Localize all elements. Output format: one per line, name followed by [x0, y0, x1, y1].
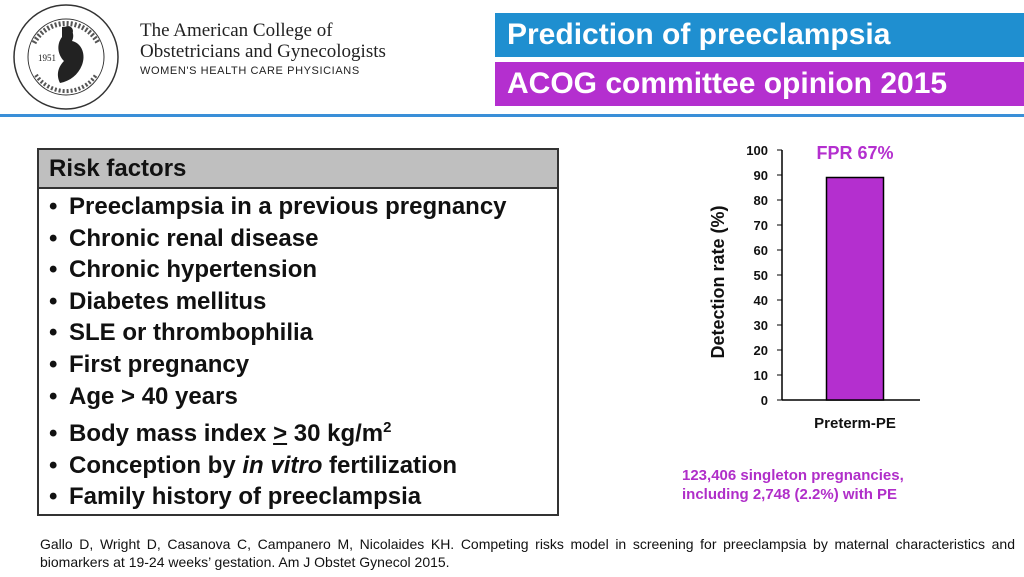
- bmi-item: Body mass index > 30 kg/m2: [69, 419, 392, 448]
- list-item: • SLE or thrombophilia: [49, 319, 313, 347]
- list-item: • First pregnancy: [49, 350, 250, 378]
- slide-title: Prediction of preeclampsia: [495, 13, 1024, 57]
- seal-year: 1951: [38, 53, 56, 63]
- list-item: • Diabetes mellitus: [49, 287, 267, 315]
- y-tick-label: 0: [761, 393, 768, 408]
- detection-rate-chart: 0 10 20 30 40 50 60 70 80 90 100 Detection rate (%)…: [690, 130, 990, 440]
- y-tick-label: 70: [754, 218, 768, 233]
- org-tagline: WOMEN'S HEALTH CARE PHYSICIANS: [140, 65, 360, 77]
- slide-subtitle: ACOG committee opinion 2015: [495, 62, 1024, 106]
- cohort-note-line2: including 2,748 (2.2%) with PE: [682, 486, 898, 503]
- x-category-label: Preterm-PE: [814, 415, 896, 432]
- list-item: • Family history of preeclampsia: [49, 483, 422, 511]
- y-tick-label: 10: [754, 368, 768, 383]
- list-item: • Chronic renal disease: [49, 224, 319, 252]
- bar-preterm-pe: [825, 176, 885, 401]
- y-tick-label: 50: [754, 268, 768, 283]
- chart-svg: 0 10 20 30 40 50 60 70 80 90 100 Detection rate (%)…: [708, 143, 920, 432]
- y-tick-label: 60: [754, 243, 768, 258]
- y-tick-label: 20: [754, 343, 768, 358]
- y-tick-label: 90: [754, 168, 768, 183]
- y-tick-label: 100: [746, 143, 768, 158]
- org-name: The American College of Obstetricians an…: [140, 20, 386, 77]
- ivf-item: Conception by in vitro fertilization: [69, 451, 458, 479]
- y-tick-label: 80: [754, 193, 768, 208]
- list-item: • Preeclampsia in a previous pregnancy: [49, 193, 507, 220]
- org-name-line1: The American College of: [140, 20, 333, 41]
- org-name-line2: Obstetricians and Gynecologists: [140, 41, 386, 62]
- cohort-note: 123,406 singleton pregnancies, including…: [682, 466, 904, 504]
- risk-factors-heading: Risk factors: [39, 150, 557, 189]
- list-item: • Chronic hypertension: [49, 256, 318, 284]
- list-item: • Conception by in vitro fertilization: [49, 451, 458, 479]
- reference-citation: Gallo D, Wright D, Casanova C, Campanero…: [40, 536, 1015, 570]
- risk-factors-box: Risk factors • Preeclampsia in a previous…: [37, 148, 559, 516]
- acog-seal-logo: 1951: [13, 4, 119, 110]
- chart-title: FPR 67%: [816, 143, 893, 163]
- y-tick-label: 30: [754, 318, 768, 333]
- list-item: • Age > 40 years: [49, 382, 238, 410]
- list-item: • Body mass index > 30 kg/m2: [49, 419, 392, 448]
- header: 1951 The American College of Obstetricia…: [0, 0, 1024, 117]
- y-axis-label: Detection rate (%): [708, 205, 728, 358]
- header-divider: [0, 114, 1024, 117]
- y-tick-label: 40: [754, 293, 768, 308]
- risk-factors-list: • Preeclampsia in a previous pregnancy • C…: [39, 189, 557, 513]
- cohort-note-line1: 123,406 singleton pregnancies,: [682, 467, 904, 484]
